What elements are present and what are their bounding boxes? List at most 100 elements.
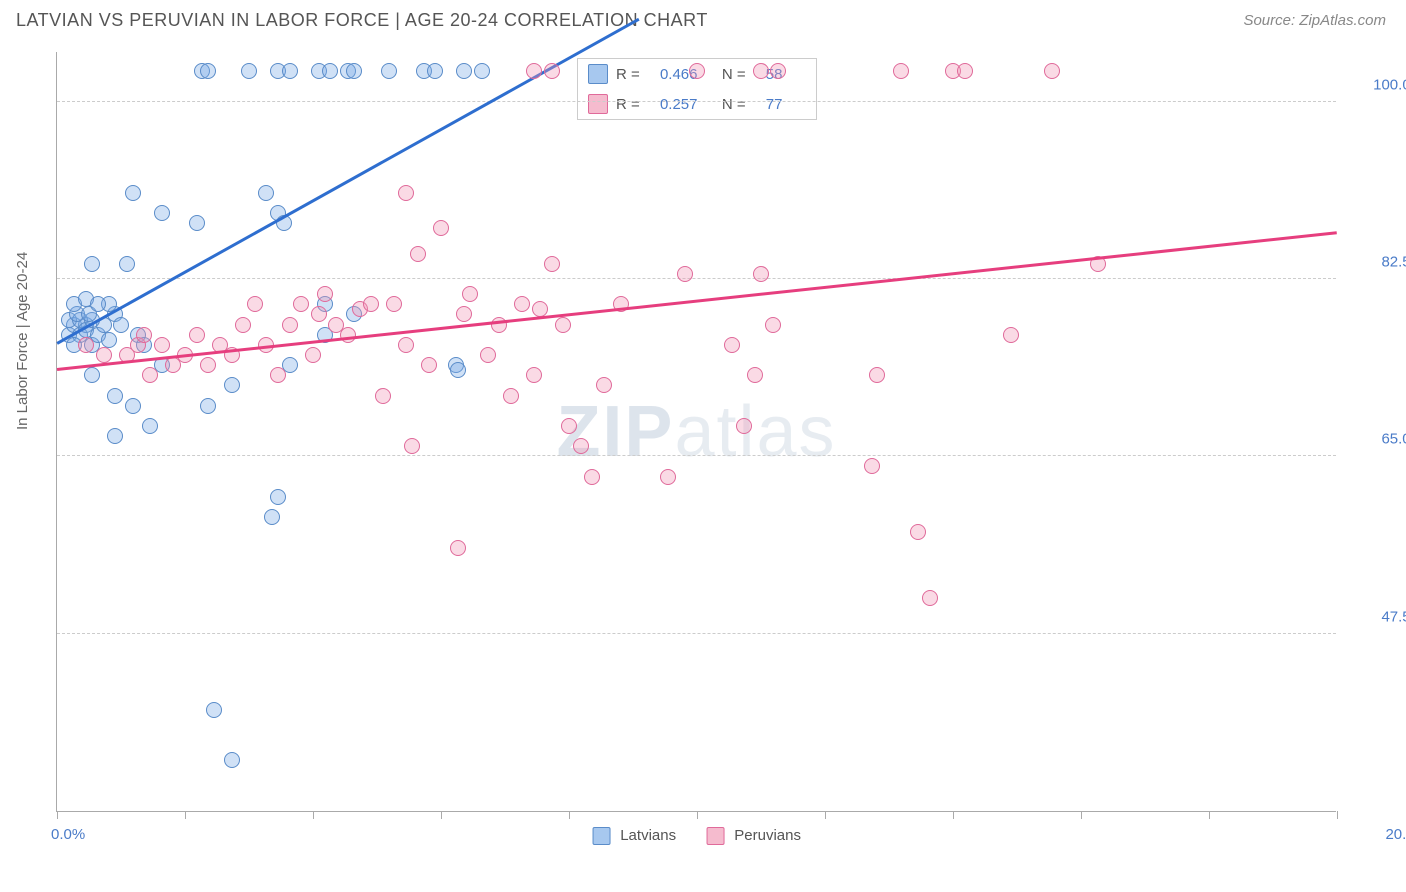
x-tick <box>57 811 58 819</box>
data-point <box>660 469 676 485</box>
data-point <box>677 266 693 282</box>
data-point <box>154 205 170 221</box>
data-point <box>596 377 612 393</box>
legend-swatch-peruvians <box>706 827 724 845</box>
data-point <box>200 63 216 79</box>
scatter-chart: ZIPatlas R = 0.466 N = 58 R = 0.257 N = … <box>56 52 1336 812</box>
data-point <box>753 63 769 79</box>
data-point <box>90 296 106 312</box>
data-point <box>450 540 466 556</box>
data-point <box>474 63 490 79</box>
data-point <box>200 398 216 414</box>
data-point <box>84 256 100 272</box>
data-point <box>346 63 362 79</box>
data-point <box>142 418 158 434</box>
data-point <box>282 63 298 79</box>
data-point <box>311 306 327 322</box>
data-point <box>375 388 391 404</box>
data-point <box>526 367 542 383</box>
data-point <box>270 489 286 505</box>
data-point <box>101 332 117 348</box>
data-point <box>189 215 205 231</box>
data-point <box>381 63 397 79</box>
gridline <box>57 278 1336 279</box>
data-point <box>573 438 589 454</box>
y-tick-label: 65.0% <box>1344 431 1406 448</box>
legend: Latvians Peruvians <box>592 827 801 845</box>
gridline <box>57 101 1336 102</box>
x-tick <box>185 811 186 819</box>
data-point <box>922 590 938 606</box>
x-tick <box>313 811 314 819</box>
n-value-peruvians: 77 <box>766 96 783 113</box>
data-point <box>200 357 216 373</box>
watermark: ZIPatlas <box>556 391 836 473</box>
x-axis-max-label: 20.0% <box>1385 826 1406 843</box>
data-point <box>456 306 472 322</box>
data-point <box>544 63 560 79</box>
data-point <box>526 63 542 79</box>
data-point <box>125 185 141 201</box>
data-point <box>404 438 420 454</box>
data-point <box>427 63 443 79</box>
data-point <box>584 469 600 485</box>
data-point <box>270 367 286 383</box>
gridline <box>57 633 1336 634</box>
data-point <box>555 317 571 333</box>
y-tick-label: 82.5% <box>1344 254 1406 271</box>
data-point <box>224 752 240 768</box>
data-point <box>224 377 240 393</box>
x-tick <box>953 811 954 819</box>
data-point <box>770 63 786 79</box>
data-point <box>514 296 530 312</box>
data-point <box>689 63 705 79</box>
stats-swatch-peruvians <box>588 94 608 114</box>
data-point <box>258 185 274 201</box>
data-point <box>363 296 379 312</box>
data-point <box>433 220 449 236</box>
data-point <box>544 256 560 272</box>
data-point <box>386 296 402 312</box>
x-tick <box>569 811 570 819</box>
chart-header: LATVIAN VS PERUVIAN IN LABOR FORCE | AGE… <box>0 0 1406 41</box>
data-point <box>421 357 437 373</box>
legend-item-latvians: Latvians <box>592 827 676 845</box>
data-point <box>503 388 519 404</box>
data-point <box>113 317 129 333</box>
x-tick <box>1337 811 1338 819</box>
y-tick-label: 47.5% <box>1344 608 1406 625</box>
y-tick-label: 100.0% <box>1344 76 1406 93</box>
data-point <box>398 337 414 353</box>
data-point <box>317 286 333 302</box>
data-point <box>724 337 740 353</box>
x-tick <box>697 811 698 819</box>
data-point <box>293 296 309 312</box>
stats-row-peruvians: R = 0.257 N = 77 <box>578 89 816 119</box>
y-axis-label: In Labor Force | Age 20-24 <box>14 252 31 430</box>
data-point <box>282 317 298 333</box>
data-point <box>322 63 338 79</box>
legend-item-peruvians: Peruvians <box>706 827 801 845</box>
gridline <box>57 455 1336 456</box>
data-point <box>561 418 577 434</box>
legend-label-latvians: Latvians <box>620 827 676 844</box>
data-point <box>241 63 257 79</box>
legend-swatch-latvians <box>592 827 610 845</box>
chart-title: LATVIAN VS PERUVIAN IN LABOR FORCE | AGE… <box>16 10 708 31</box>
data-point <box>957 63 973 79</box>
data-point <box>398 185 414 201</box>
data-point <box>910 524 926 540</box>
data-point <box>189 327 205 343</box>
data-point <box>1044 63 1060 79</box>
data-point <box>142 367 158 383</box>
data-point <box>247 296 263 312</box>
data-point <box>125 398 141 414</box>
data-point <box>410 246 426 262</box>
r-value-peruvians: 0.257 <box>660 96 698 113</box>
stats-swatch-latvians <box>588 64 608 84</box>
data-point <box>456 63 472 79</box>
data-point <box>753 266 769 282</box>
x-tick <box>825 811 826 819</box>
data-point <box>869 367 885 383</box>
data-point <box>462 286 478 302</box>
